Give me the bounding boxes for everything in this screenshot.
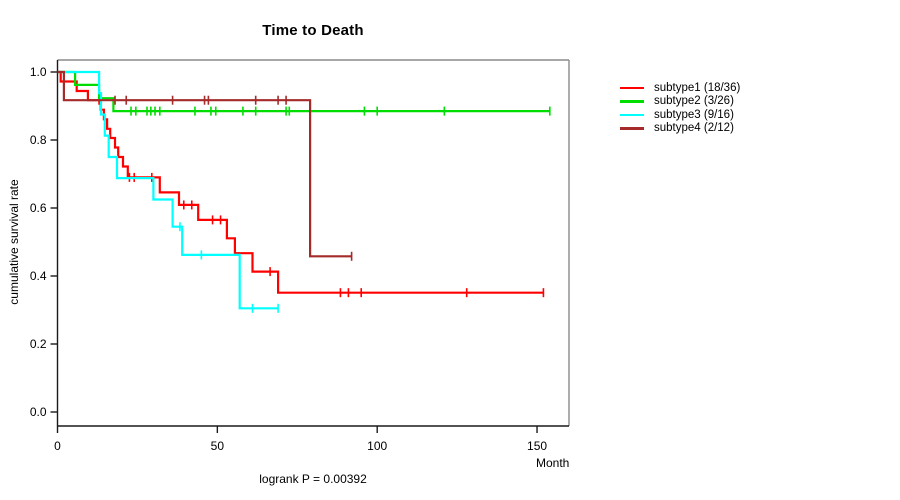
legend: subtype1 (18/36) subtype2 (3/26) subtype3 … — [620, 81, 740, 135]
survival-curve-subtype1 — [57, 70, 544, 294]
survival-curve-subtype4 — [57, 70, 352, 258]
footnote-logrank-p: logrank P = 0.00392 — [259, 472, 367, 486]
legend-item-label: subtype3 (9/16) — [654, 108, 734, 121]
y-tick-label: 0.8 — [30, 133, 47, 147]
legend-line-swatch — [620, 127, 644, 130]
legend-item-label: subtype1 (18/36) — [654, 81, 741, 94]
x-tick-label: 50 — [211, 439, 225, 453]
legend-line-swatch — [620, 113, 644, 116]
y-tick-label: 0.2 — [30, 337, 47, 351]
legend-item-subtype2: subtype2 (3/26) — [620, 95, 740, 109]
y-tick-label: 0.0 — [30, 405, 47, 419]
x-axis-label: Month — [536, 456, 570, 470]
chart-title: Time to Death — [262, 22, 364, 39]
survival-curve-subtype2 — [57, 70, 550, 113]
survival-curve-subtype3 — [57, 70, 279, 310]
legend-line-swatch — [620, 100, 644, 103]
legend-line-swatch — [620, 86, 644, 89]
y-axis-label: cumulative survival rate — [7, 179, 21, 305]
y-tick-label: 0.6 — [30, 201, 47, 215]
legend-item-subtype3: subtype3 (9/16) — [620, 108, 740, 122]
x-tick-label: 0 — [54, 439, 61, 453]
legend-item-subtype4: subtype4 (2/12) — [620, 122, 740, 136]
x-tick-label: 150 — [527, 439, 547, 453]
x-tick-label: 100 — [367, 439, 387, 453]
legend-item-label: subtype2 (3/26) — [654, 95, 734, 108]
y-tick-label: 1.0 — [30, 65, 47, 79]
y-tick-label: 0.4 — [30, 269, 47, 283]
legend-item-subtype1: subtype1 (18/36) — [620, 81, 740, 95]
legend-item-label: subtype4 (2/12) — [654, 122, 734, 135]
